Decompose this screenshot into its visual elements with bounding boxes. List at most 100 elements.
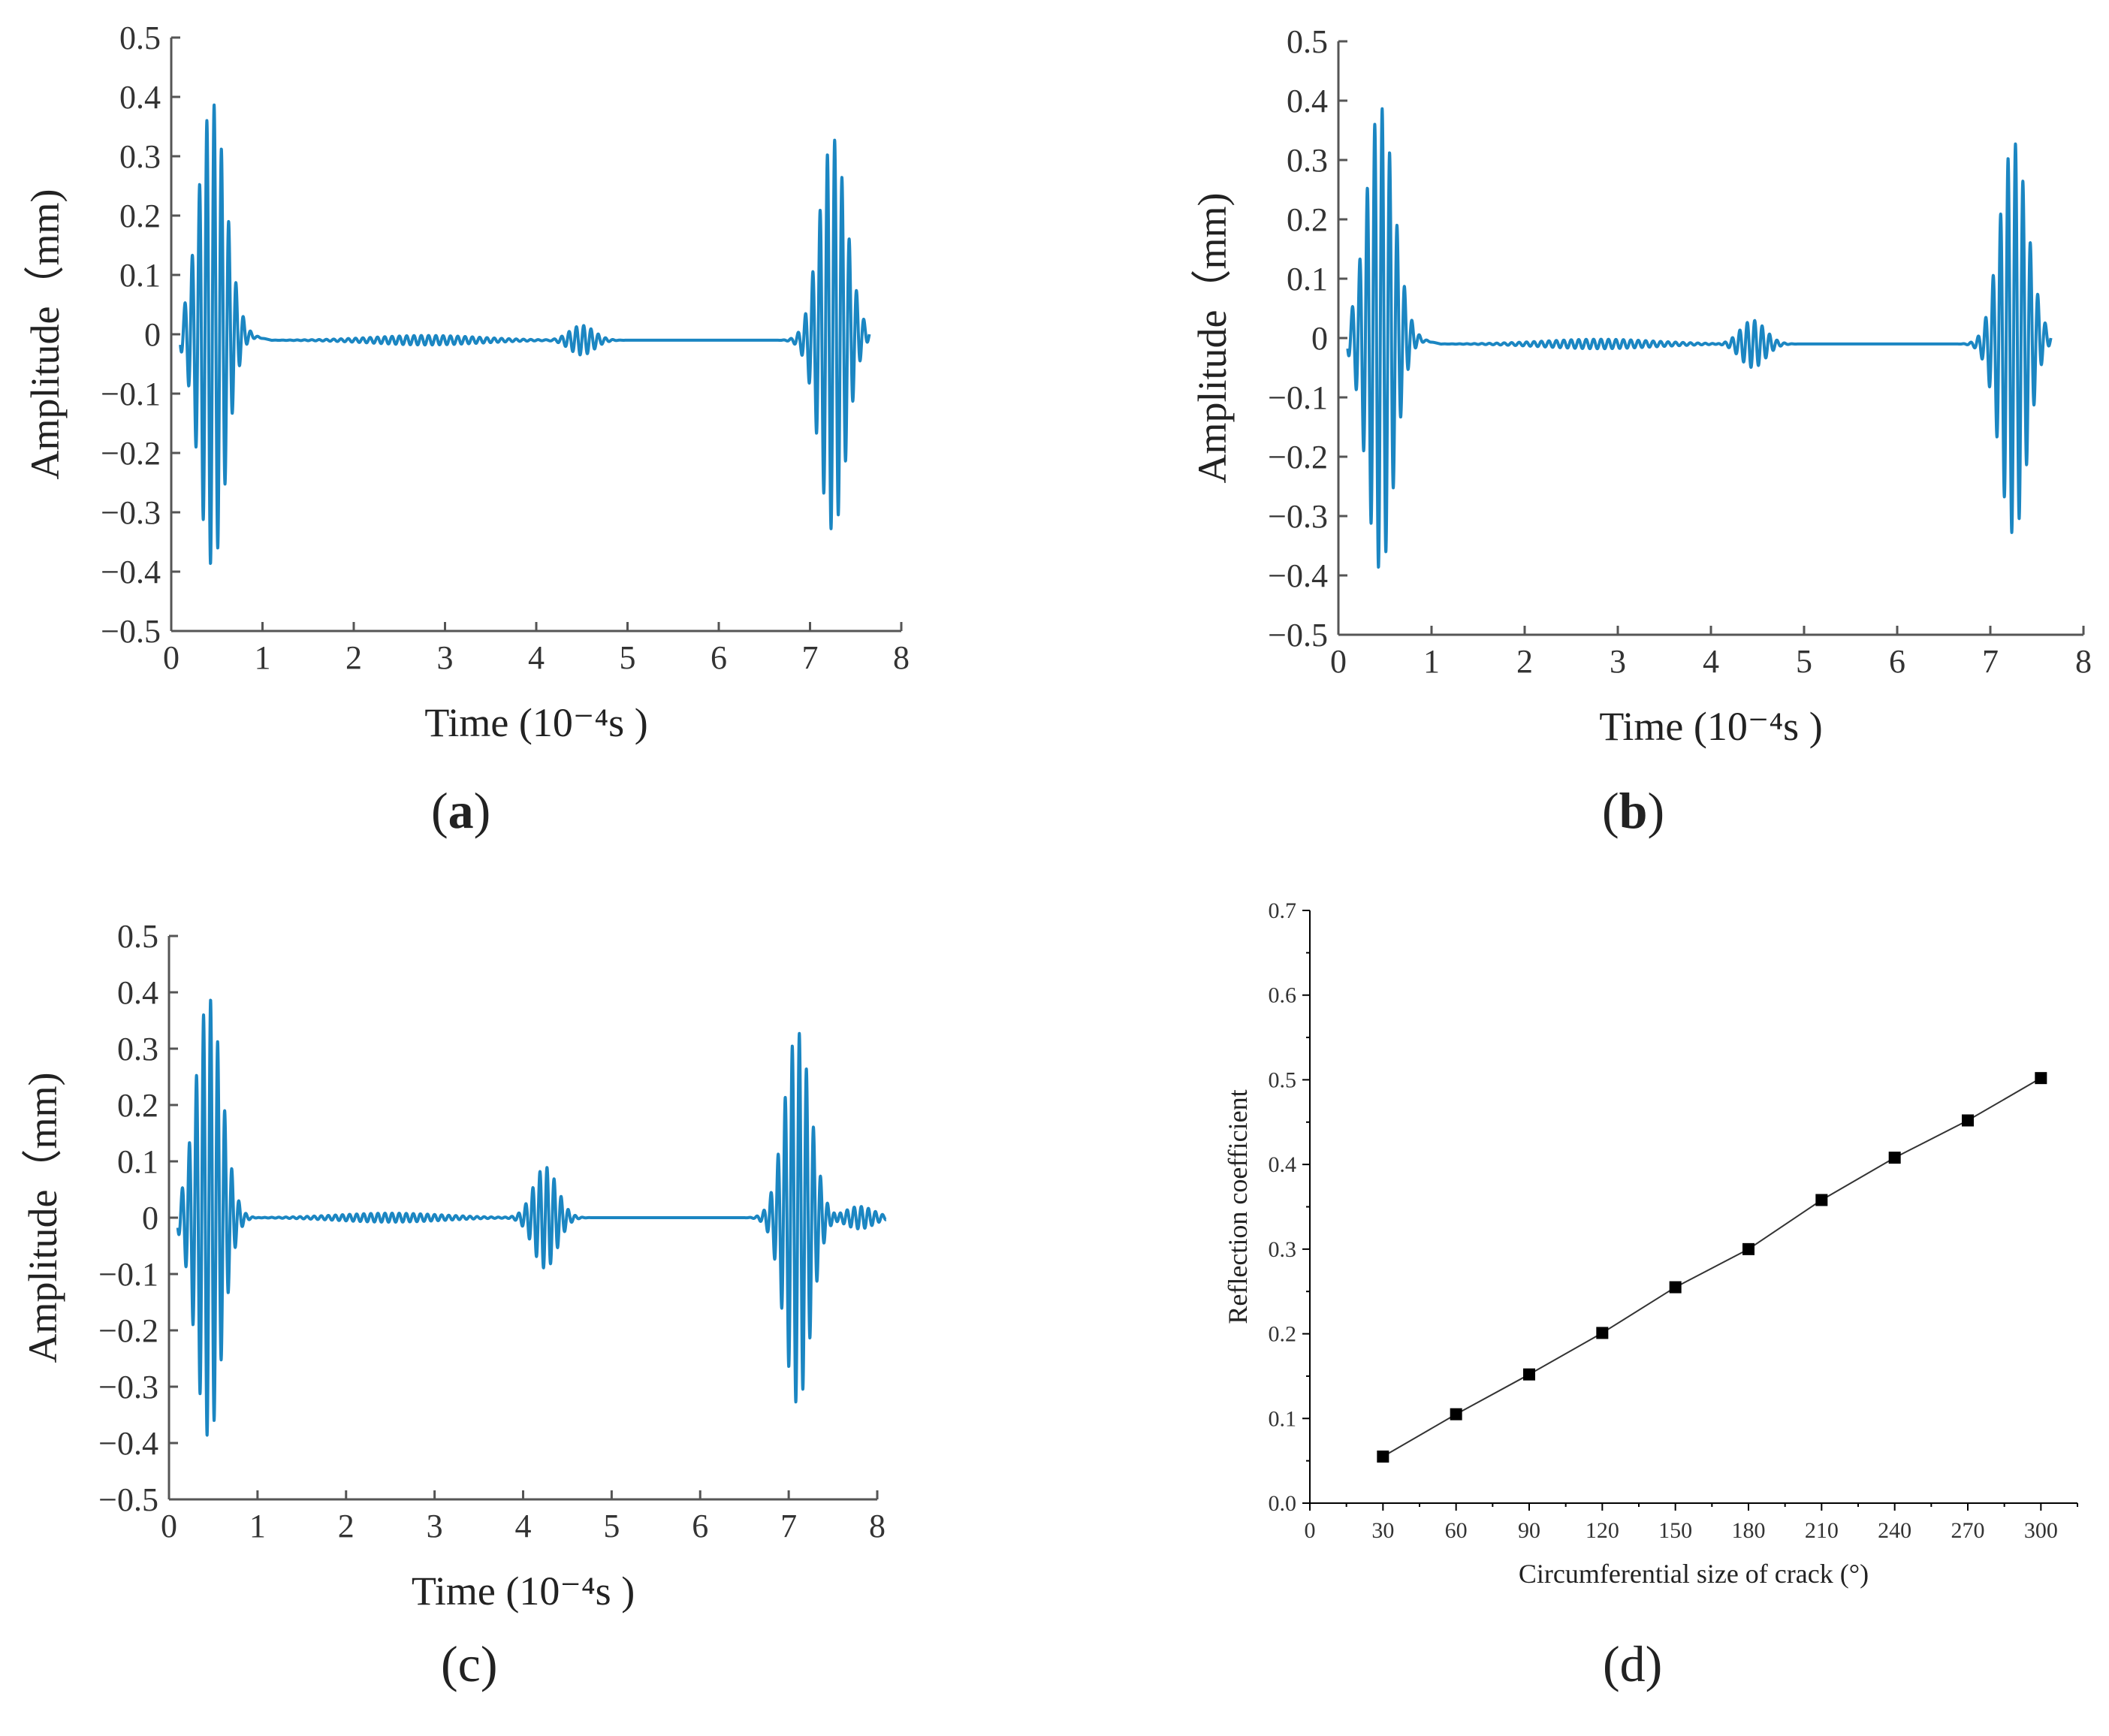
chart-b-y-tick-label: −0.5: [1268, 617, 1328, 654]
chart-d-point: [1450, 1408, 1462, 1421]
chart-c-x-tick-label: 2: [338, 1508, 355, 1544]
chart-c-x-tick-label: 0: [161, 1508, 177, 1544]
chart-d-xlabel: Circumferential size of crack (°): [1519, 1559, 1869, 1589]
chart-b-y-tick-label: −0.1: [1268, 379, 1328, 416]
chart-a-y-tick-label: −0.5: [101, 613, 161, 650]
chart-d-x-tick-label: 60: [1445, 1518, 1468, 1543]
chart-c-x-tick-label: 3: [427, 1508, 443, 1544]
chart-b-y-tick-label: 0.5: [1287, 23, 1328, 60]
caption-b: (b): [1602, 782, 1665, 839]
chart-d-y-tick-label: 0.0: [1269, 1491, 1297, 1516]
chart-c-y-tick-label: 0: [142, 1200, 158, 1236]
chart-c-y-tick-label: −0.1: [98, 1256, 158, 1293]
chart-d-x-tick-label: 180: [1732, 1518, 1766, 1543]
chart-b-y-tick-label: 0.4: [1287, 83, 1328, 119]
chart-d-y-tick-label: 0.1: [1269, 1406, 1297, 1431]
chart-d-y-tick-label: 0.6: [1269, 983, 1297, 1008]
chart-c-xlabel: Time (10⁻⁴s ): [412, 1568, 635, 1614]
chart-c-x-tick-label: 6: [692, 1508, 708, 1544]
chart-d-point: [1377, 1451, 1389, 1463]
chart-c-y-tick-label: −0.5: [98, 1481, 158, 1518]
chart-a-y-tick-label: −0.1: [101, 376, 161, 412]
chart-d-point: [1596, 1327, 1609, 1339]
chart-c-svg: 0.50.40.30.20.10−0.1−0.2−0.3−0.4−0.50 1 2 3…: [20, 918, 888, 1614]
chart-c-y-tick-label: 0.2: [117, 1087, 158, 1124]
chart-b-waveform: [1346, 107, 2053, 569]
chart-d-x-tick-label: 300: [2024, 1518, 2058, 1543]
chart-b-y-tick-label: −0.3: [1268, 498, 1328, 535]
chart-d-point: [1742, 1242, 1754, 1255]
chart-a-y-tick-label: 0.5: [119, 20, 161, 56]
chart-panel-b: 0.5 0.4 0.3 0.2 0.1 0 −0.1 −0.2 −0.3 −0.4 −0.5 0 1 2 3…: [1054, 0, 2109, 868]
chart-b-y-tick-label: 0.3: [1287, 142, 1328, 179]
chart-b-x-tick-label: 3: [1610, 643, 1626, 680]
chart-b-x-tick-label: 6: [1889, 643, 1905, 680]
caption-c: (c): [441, 1635, 498, 1692]
chart-d-point: [1669, 1281, 1682, 1294]
chart-b-y-tick-label: 0: [1311, 320, 1328, 357]
chart-d-point: [1962, 1114, 1974, 1127]
chart-c-y-tick-label: −0.3: [98, 1369, 158, 1405]
chart-c-y-tick-label: 0.4: [117, 974, 158, 1011]
chart-d-svg: 0.7 0.6 0.5 0.4 0.3 0.2 0.1 0.0 0 30 60 90 120 150 180…: [1223, 898, 2078, 1589]
chart-b-y-tick-label: −0.4: [1268, 557, 1328, 594]
chart-c-x-tick-label: 5: [603, 1508, 620, 1544]
chart-c-ylabel: Amplitude（mm): [20, 1073, 65, 1363]
chart-a-y-tick-label: 0: [144, 316, 161, 353]
chart-a-x-tick-label: 1: [255, 639, 271, 676]
chart-b-xlabel: Time (10⁻⁴s ): [1599, 704, 1822, 749]
chart-d-x-tick-label: 120: [1586, 1518, 1619, 1543]
chart-d-x-tick-label: 240: [1878, 1518, 1911, 1543]
chart-d-y-tick-label: 0.7: [1269, 898, 1297, 923]
chart-a-x-tick-label: 4: [528, 639, 545, 676]
chart-b-y-tick-label: 0.2: [1287, 201, 1328, 238]
chart-a-y-tick-label: −0.2: [101, 435, 161, 472]
chart-b-ylabel: Amplitude（mm): [1190, 193, 1235, 484]
chart-b-svg: 0.50.40.30.20.10−0.1−0.2−0.3−0.4−0.50 1 2 3…: [1190, 23, 2092, 749]
chart-c-x-tick-label: 8: [869, 1508, 886, 1544]
chart-d-point: [1815, 1194, 1828, 1206]
chart-d-point: [1888, 1152, 1901, 1164]
chart-c-y-tick-label: −0.2: [98, 1312, 158, 1349]
chart-a-x-tick-label: 2: [345, 639, 362, 676]
chart-a-x-tick-label: 3: [437, 639, 454, 676]
chart-c-y-tick-label: 0.5: [117, 918, 158, 955]
chart-c-x-tick-label: 1: [249, 1508, 266, 1544]
chart-panel-c: 0.5 0.4 0.3 0.2 0.1 0 −0.1 −0.2 −0.3 −0.4 −0.5 0 1 2 3…: [0, 868, 1054, 1736]
chart-b-x-tick-label: 2: [1516, 643, 1533, 680]
chart-a-y-tick-label: −0.3: [101, 494, 161, 531]
chart-b-x-tick-label: 0: [1330, 643, 1347, 680]
chart-a-ylabel: Amplitude（mm): [23, 189, 68, 480]
chart-d-ylabel: Reflection coefficient: [1223, 1089, 1253, 1324]
chart-a-y-tick-label: −0.4: [101, 554, 161, 590]
chart-b-x-tick-label: 4: [1703, 643, 1719, 680]
chart-b-x-tick-label: 8: [2075, 643, 2092, 680]
chart-a-x-tick-label: 8: [893, 639, 910, 676]
chart-a-x-tick-label: 7: [802, 639, 819, 676]
chart-a-xlabel: Time (10⁻⁴s ): [424, 700, 647, 745]
chart-d-series-line: [1382, 1077, 2041, 1457]
chart-c-y-tick-label: 0.1: [117, 1143, 158, 1180]
chart-a-x-tick-label: 5: [620, 639, 636, 676]
chart-d-y-tick-label: 0.2: [1269, 1322, 1297, 1347]
chart-a-y-tick-label: 0.3: [119, 138, 161, 175]
chart-d-x-tick-label: 150: [1658, 1518, 1692, 1543]
chart-a-x-tick-label: 0: [163, 639, 180, 676]
chart-b-y-tick-label: −0.2: [1268, 439, 1328, 476]
chart-b-y-tick-label: 0.1: [1287, 261, 1328, 297]
chart-c-x-tick-label: 4: [515, 1508, 532, 1544]
chart-d-point: [2035, 1072, 2047, 1085]
chart-d-point: [1523, 1368, 1535, 1381]
chart-a-y-tick-label: 0.4: [119, 79, 161, 116]
chart-a-y-tick-label: 0.2: [119, 198, 161, 234]
chart-b-x-tick-label: 7: [1982, 643, 1999, 680]
chart-c-y-tick-label: −0.4: [98, 1425, 158, 1462]
chart-a-waveform: [179, 103, 871, 566]
chart-c-waveform: [176, 998, 888, 1437]
chart-b-x-tick-label: 1: [1423, 643, 1440, 680]
chart-c-x-tick-label: 7: [780, 1508, 797, 1544]
chart-panel-d: 0.7 0.6 0.5 0.4 0.3 0.2 0.1 0.0 0 30 60 90 120 150 180…: [1054, 868, 2109, 1736]
chart-d-x-tick-label: 0: [1305, 1518, 1316, 1543]
chart-d-y-tick-label: 0.3: [1269, 1237, 1297, 1262]
chart-a-svg: 0.50.40.30.20.10−0.1−0.2−0.3−0.4−0.50 1 2 3…: [23, 20, 910, 745]
